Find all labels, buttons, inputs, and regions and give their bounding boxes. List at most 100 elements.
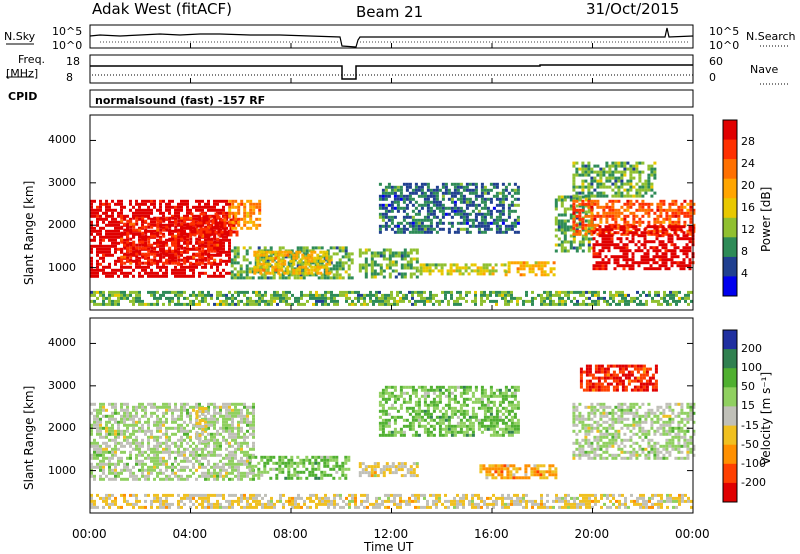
- power-cell: [411, 191, 415, 195]
- power-cell: [575, 210, 579, 214]
- power-cell: [132, 228, 136, 232]
- power-cell: [415, 257, 419, 261]
- velocity-cell: [114, 417, 117, 421]
- power-cell: [587, 188, 591, 192]
- power-cell: [399, 191, 403, 195]
- velocity-cell: [231, 423, 234, 427]
- power-cell: [560, 246, 564, 250]
- power-cell: [414, 227, 418, 231]
- power-cell: [668, 226, 672, 230]
- power-cell: [617, 199, 621, 203]
- power-cell: [477, 209, 481, 213]
- power-cell: [237, 302, 240, 306]
- power-cell: [663, 293, 666, 297]
- power-cell: [575, 225, 579, 229]
- power-cell: [210, 231, 214, 235]
- power-cell: [280, 253, 284, 257]
- power-cell: [459, 209, 463, 213]
- velocity-cell: [180, 441, 183, 445]
- velocity-cell: [186, 414, 189, 418]
- power-cell: [587, 199, 591, 203]
- power-cell: [623, 167, 627, 171]
- power-cell: [281, 276, 285, 280]
- power-cell: [504, 194, 508, 198]
- velocity-cell: [240, 477, 243, 481]
- power-cell: [193, 230, 197, 234]
- velocity-cell: [189, 420, 192, 424]
- velocity-cell: [108, 444, 111, 448]
- power-cell: [503, 263, 507, 267]
- power-cell: [171, 240, 175, 244]
- velocity-cell: [228, 423, 231, 427]
- power-cell: [204, 225, 208, 229]
- power-cell: [132, 296, 135, 300]
- velocity-cell: [171, 468, 174, 472]
- power-cell: [348, 296, 351, 300]
- velocity-cell: [186, 474, 189, 478]
- power-cell: [245, 276, 249, 280]
- power-cell: [99, 302, 102, 306]
- power-cell: [543, 264, 547, 268]
- power-cell: [226, 230, 230, 234]
- velocity-colorbar-tick-label: -50: [741, 437, 759, 451]
- power-cell: [639, 302, 642, 306]
- velocity-cell: [96, 447, 99, 451]
- power-cell: [159, 252, 163, 256]
- power-cell: [329, 246, 333, 250]
- power-cell: [423, 302, 426, 306]
- power-cell: [147, 199, 150, 203]
- power-cell: [662, 220, 666, 224]
- velocity-cell: [183, 402, 186, 406]
- power-cell: [653, 167, 657, 171]
- power-cell: [240, 217, 244, 221]
- velocity-cell: [162, 459, 165, 463]
- power-cell: [201, 199, 204, 203]
- power-cell: [99, 229, 102, 233]
- velocity-cell: [204, 414, 207, 418]
- velocity-cell: [189, 468, 192, 472]
- power-cell: [605, 214, 609, 218]
- power-cell: [204, 244, 207, 248]
- power-cell: [90, 238, 93, 242]
- power-cell: [102, 250, 105, 254]
- velocity-cell: [210, 465, 213, 469]
- power-cell: [584, 202, 588, 206]
- power-cell: [438, 188, 442, 192]
- velocity-cell: [105, 408, 108, 412]
- power-cell: [348, 302, 351, 306]
- power-cell: [644, 211, 648, 215]
- power-cell: [207, 205, 210, 209]
- power-cell: [99, 247, 102, 251]
- power-cell: [123, 271, 126, 275]
- power-cell: [453, 302, 456, 306]
- power-cell: [153, 252, 157, 256]
- velocity-cell: [195, 417, 198, 421]
- velocity-cell: [93, 444, 96, 448]
- power-cell: [411, 293, 414, 297]
- velocity-cell: [162, 441, 165, 445]
- power-cell: [231, 211, 235, 215]
- power-cell: [198, 258, 202, 262]
- power-cell: [595, 267, 599, 271]
- power-cell: [226, 221, 230, 225]
- power-cell: [414, 206, 418, 210]
- velocity-cell: [132, 426, 135, 430]
- velocity-cell: [117, 459, 120, 463]
- velocity-cell: [129, 468, 132, 472]
- power-cell: [370, 275, 374, 279]
- power-cell: [243, 220, 247, 224]
- power-cell: [578, 185, 582, 189]
- power-cell: [195, 228, 199, 232]
- power-cell: [135, 261, 139, 265]
- power-cell: [216, 290, 219, 294]
- power-cell: [159, 216, 163, 220]
- power-cell: [590, 229, 594, 233]
- power-cell: [338, 273, 342, 277]
- power-cell: [306, 293, 309, 297]
- power-cell: [602, 208, 606, 212]
- power-cell: [338, 258, 342, 262]
- power-cell: [617, 226, 621, 230]
- power-cell: [609, 296, 612, 300]
- power-cell: [602, 167, 606, 171]
- velocity-cell: [210, 423, 213, 427]
